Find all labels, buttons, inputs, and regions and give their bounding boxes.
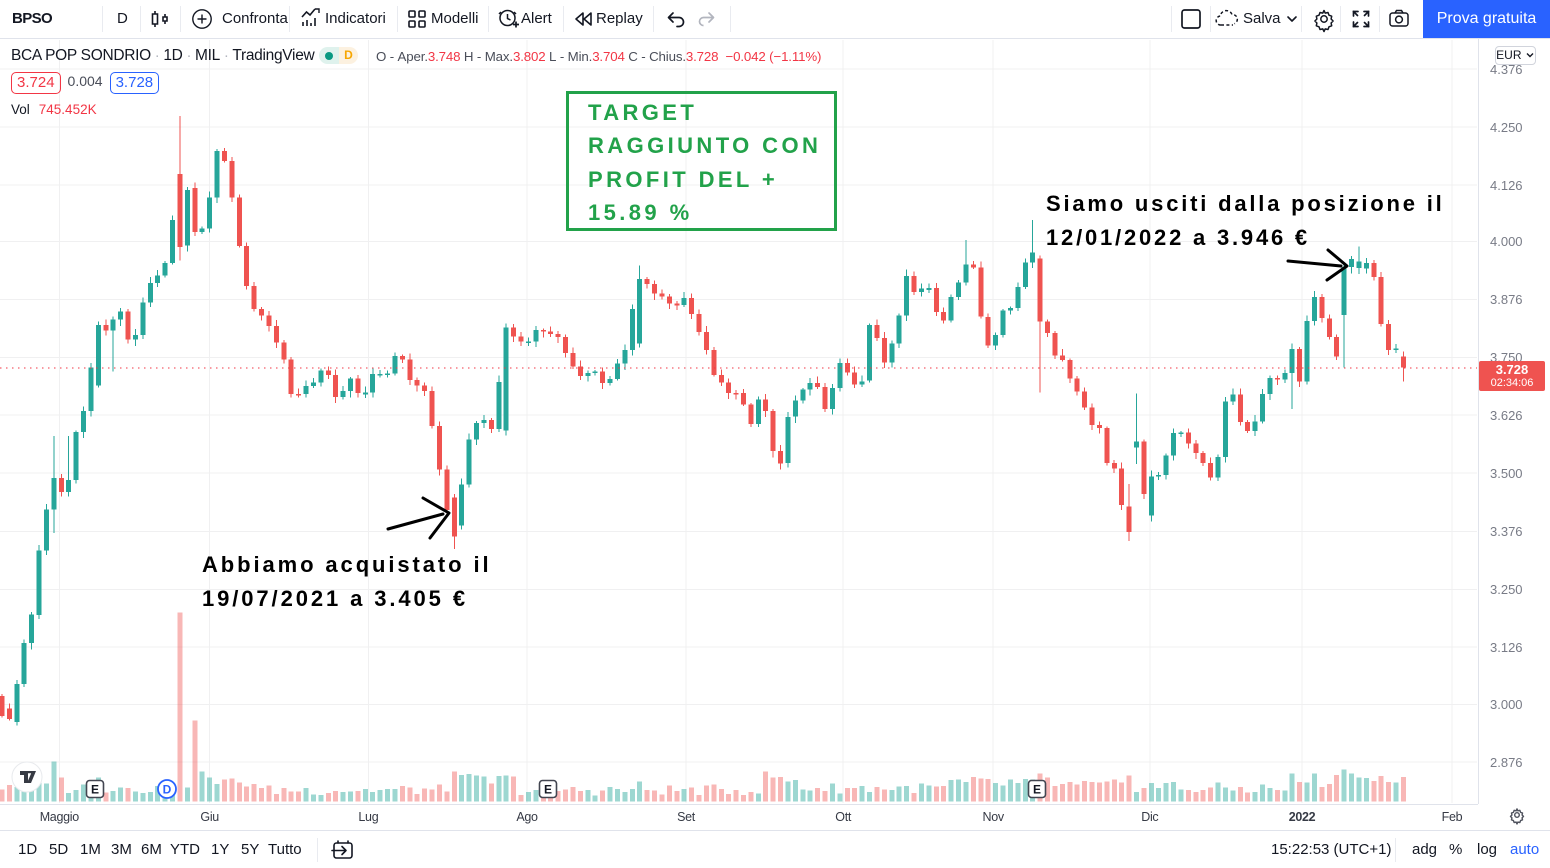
svg-text:D: D <box>163 782 172 796</box>
svg-text:E: E <box>1033 782 1041 796</box>
svg-text:E: E <box>544 782 552 796</box>
svg-text:E: E <box>91 782 99 796</box>
